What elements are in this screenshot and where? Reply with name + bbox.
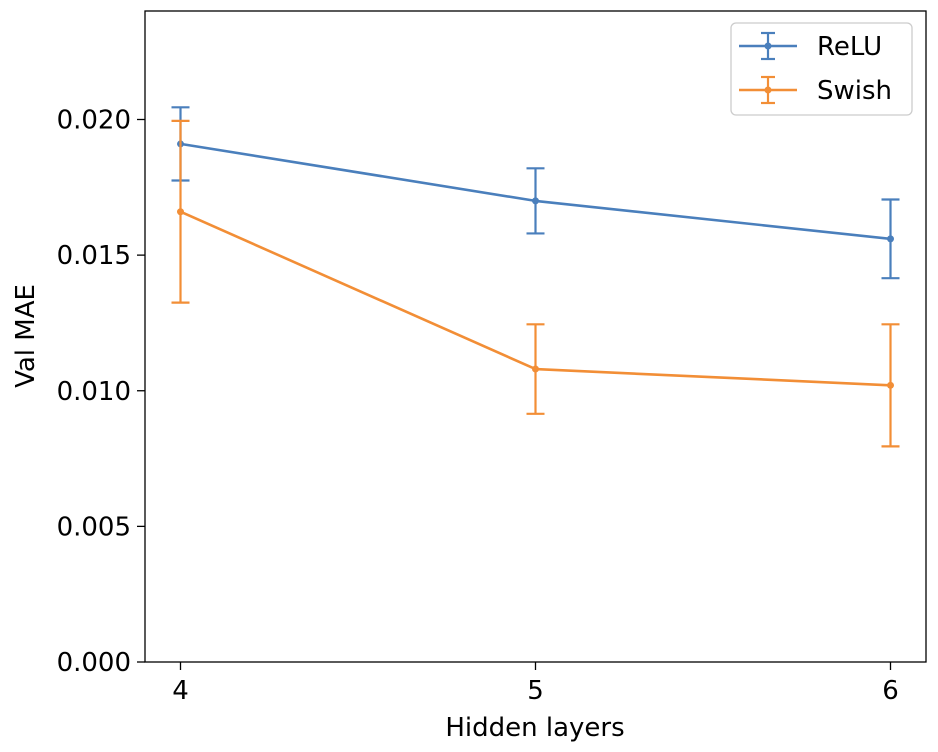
data-point — [532, 365, 539, 373]
legend-label: ReLU — [817, 32, 882, 62]
data-point — [532, 197, 539, 205]
legend-item-relu: ReLU — [739, 31, 882, 62]
legend-item-swish: Swish — [739, 75, 892, 106]
y-axis-label: Val MAE — [11, 284, 41, 388]
x-tick-label: 5 — [527, 676, 544, 706]
y-axis-ticks: 0.000 0.005 0.010 0.015 0.020 — [57, 106, 145, 678]
x-tick-label: 6 — [882, 676, 899, 706]
y-tick-label: 0.005 — [57, 512, 131, 542]
series-layer — [171, 106, 900, 448]
y-tick-label: 0.020 — [57, 106, 131, 136]
y-tick-label: 0.010 — [57, 377, 131, 407]
y-tick-label: 0.000 — [57, 648, 131, 678]
data-point — [887, 381, 894, 389]
series-swish — [171, 119, 900, 448]
legend-items: ReLU Swish — [739, 31, 892, 106]
data-point — [887, 235, 894, 243]
x-tick-label: 4 — [172, 676, 189, 706]
legend-swatch-marker — [764, 42, 772, 50]
x-axis-label: Hidden layers — [445, 713, 624, 743]
series-relu — [171, 106, 900, 280]
legend: ReLU Swish — [730, 22, 913, 116]
x-axis-ticks: 4 5 6 — [172, 662, 899, 706]
data-point — [177, 208, 184, 216]
y-tick-label: 0.015 — [57, 241, 131, 271]
legend-label: Swish — [817, 76, 892, 106]
legend-swatch-marker — [764, 86, 772, 94]
